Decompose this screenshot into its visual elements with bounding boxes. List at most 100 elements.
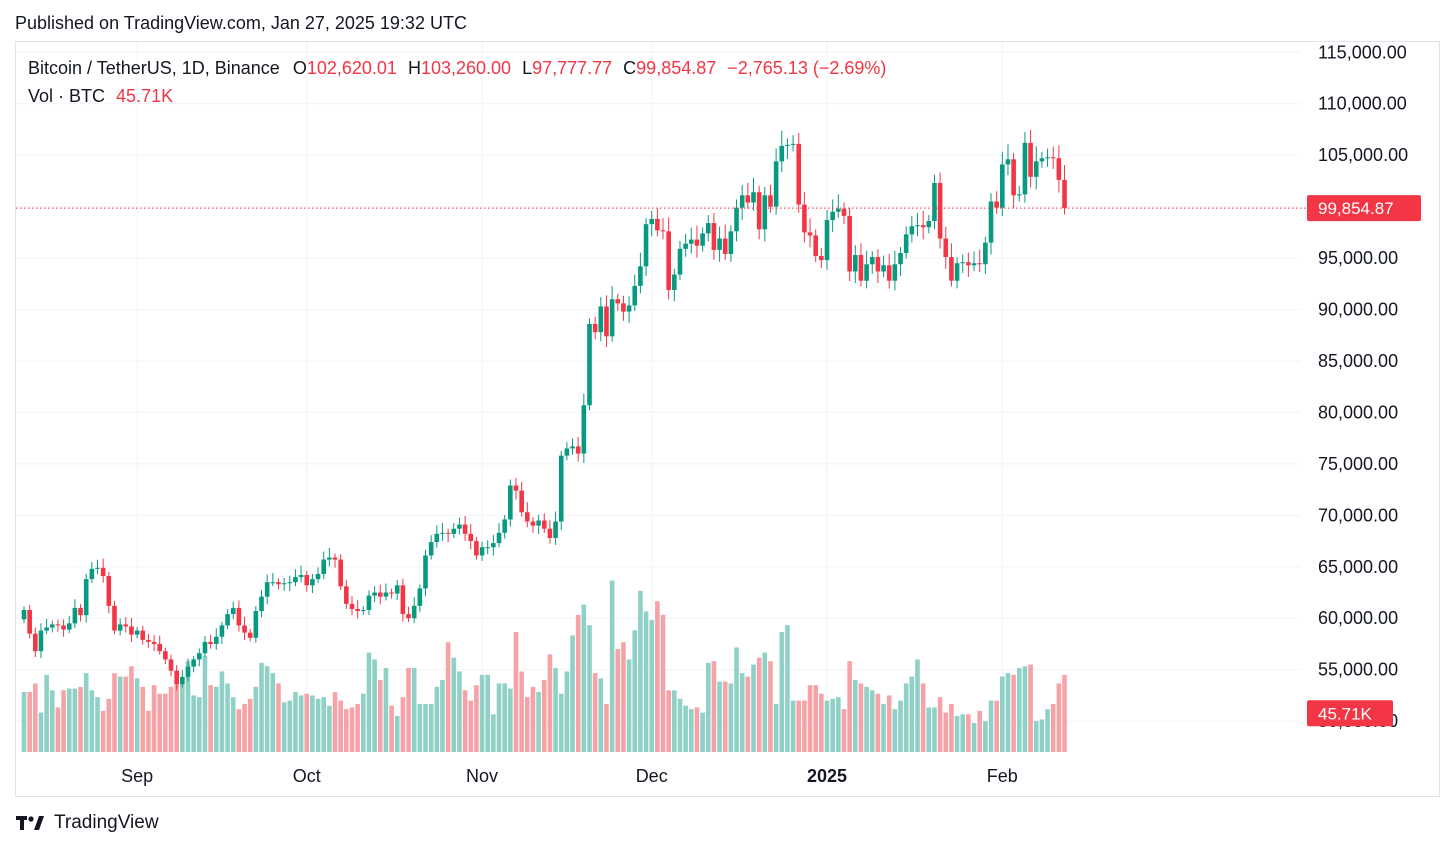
volume-bar (558, 693, 564, 752)
volume-bar (355, 704, 360, 752)
candle-body (660, 230, 666, 232)
volume-bar (739, 673, 745, 752)
volume-bar (349, 707, 355, 752)
y-tick-label: 65,000.00 (1318, 557, 1398, 577)
svg-text:99,854.87: 99,854.87 (1318, 199, 1394, 218)
candle-body (626, 305, 632, 312)
volume-bar (434, 686, 440, 752)
candle-body (977, 263, 982, 265)
volume-bar (61, 690, 66, 752)
volume-bar (581, 604, 587, 752)
price-axis[interactable]: 115,000.00110,000.00105,000.00100,000.00… (1318, 42, 1408, 731)
volume-bar (117, 676, 123, 752)
volume-bar (89, 690, 95, 752)
x-tick-label: Sep (121, 766, 153, 786)
volume-bar (819, 693, 824, 752)
volume-bar (321, 697, 327, 752)
candle-body (666, 231, 671, 290)
candle-body (655, 218, 660, 231)
candle-body (411, 605, 417, 619)
candle-body (751, 192, 756, 203)
time-axis[interactable]: Sep Oct Nov Dec 2025 Feb (121, 766, 1018, 786)
volume-bar (129, 666, 134, 752)
candle-body (1062, 179, 1067, 209)
volume-row: Vol · BTC 45.71K (28, 84, 886, 112)
candle-body (361, 610, 366, 612)
x-tick-label: Feb (987, 766, 1018, 786)
candle-body (338, 559, 343, 587)
candle-body (536, 520, 541, 526)
high-label: H (407, 58, 421, 78)
candle-body (1056, 158, 1062, 180)
candle-body (694, 239, 700, 246)
candle-body (213, 636, 219, 644)
candle-body (971, 263, 977, 266)
candle-body (151, 641, 157, 644)
volume-bar (541, 680, 547, 752)
candle-body (768, 195, 773, 207)
open-label: O (292, 58, 307, 78)
volume-bar (926, 707, 932, 752)
candle-body (672, 274, 677, 290)
candle-body (394, 585, 400, 594)
candle-body (756, 192, 762, 230)
symbol-title[interactable]: Bitcoin / TetherUS, 1D, Binance (28, 58, 280, 78)
candle-body (717, 238, 722, 250)
candle-body (174, 670, 179, 685)
candle-body (247, 632, 253, 638)
candle-body (468, 533, 474, 542)
volume-bar (954, 716, 960, 752)
candle-body (858, 255, 864, 281)
candle-body (293, 577, 298, 583)
candle-body (146, 639, 151, 642)
volume-bar (960, 714, 966, 752)
candle-body (372, 592, 377, 596)
volume-bar (27, 692, 32, 752)
candle-body (875, 257, 881, 272)
candle-body (643, 224, 649, 267)
candle-body (915, 225, 920, 227)
volume-bar (276, 683, 281, 752)
volume-bar (366, 652, 372, 752)
volume-bar (83, 673, 89, 752)
candle-body (728, 231, 734, 254)
candle-body (790, 143, 796, 145)
candle-body (349, 603, 355, 609)
candle-body (983, 242, 988, 265)
last-price-badge: 99,854.87 (1307, 195, 1421, 222)
candle-body (400, 585, 406, 615)
volume-bar (327, 705, 332, 752)
candle-body (847, 215, 852, 272)
volume-bar (496, 683, 502, 752)
y-tick-label: 95,000.00 (1318, 248, 1398, 268)
volume-bar (649, 620, 655, 752)
volume-bar (1033, 721, 1039, 752)
candle-body (117, 624, 123, 631)
volume-bar (264, 666, 270, 752)
candle-body (949, 257, 954, 281)
volume-bar (44, 674, 49, 752)
candle-body (168, 659, 174, 671)
brand-footer[interactable]: TradingView (16, 812, 159, 834)
candle-body (123, 624, 129, 627)
candle-body (485, 547, 491, 549)
volume-bar (903, 683, 909, 752)
volume-bar (915, 659, 920, 752)
volume-bar (151, 685, 157, 752)
volume-bar (847, 661, 852, 752)
volume-bar (247, 698, 253, 752)
volume-bar (632, 630, 638, 752)
volume-bar (219, 671, 225, 752)
volume-bar (1062, 674, 1067, 752)
volume-bar (1028, 664, 1033, 752)
y-tick-label: 80,000.00 (1318, 402, 1398, 422)
volume-bar (734, 647, 739, 752)
volume-label[interactable]: Vol · BTC (28, 86, 106, 106)
volume-bar (807, 685, 813, 752)
volume-bar (202, 656, 208, 752)
candle-body (491, 543, 496, 548)
x-tick-label: Oct (293, 766, 321, 786)
volume-bar (474, 685, 479, 752)
volume-bar (230, 697, 236, 752)
